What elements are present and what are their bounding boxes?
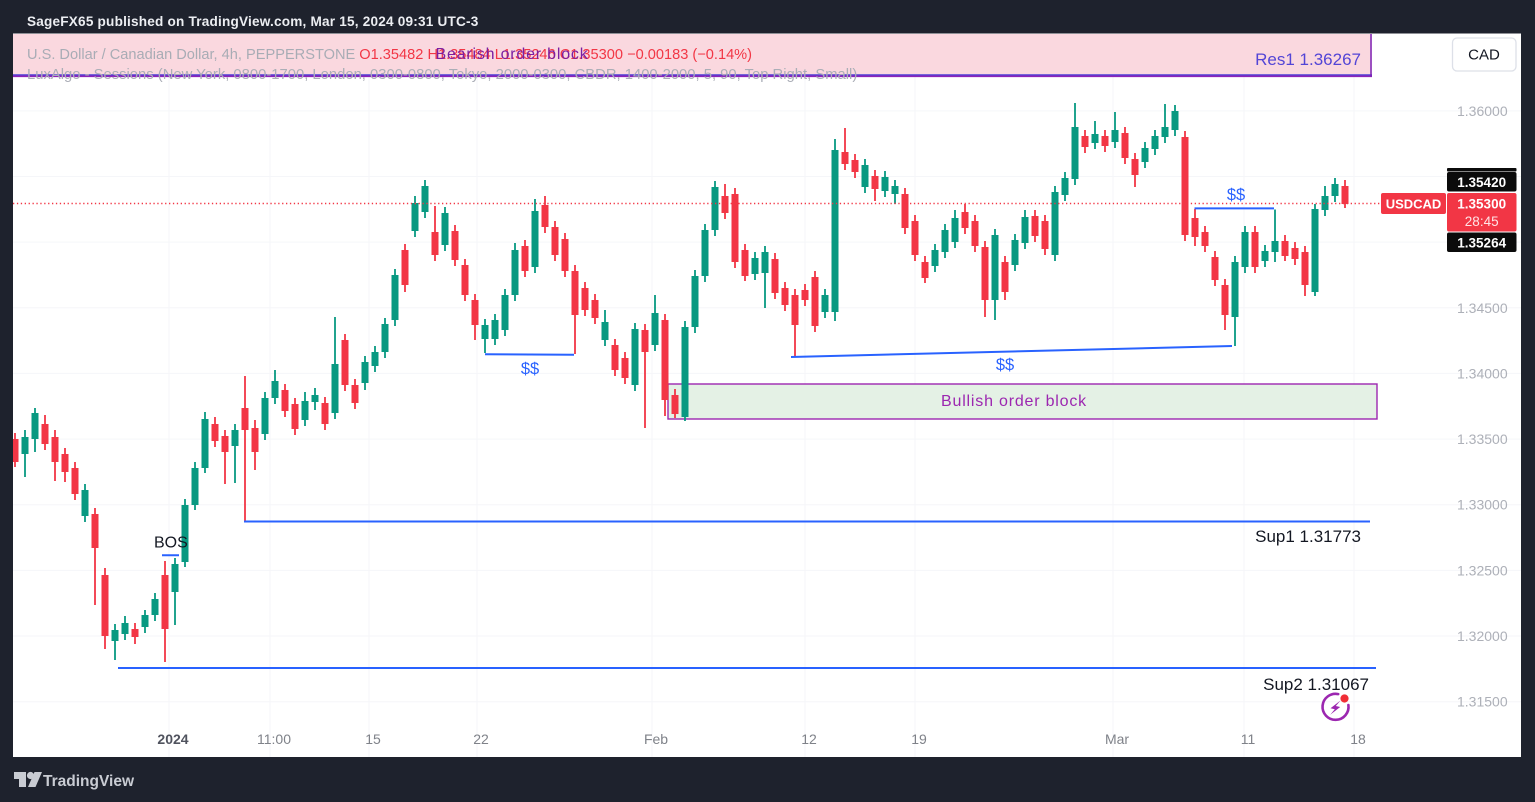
svg-text:1.31500: 1.31500 <box>1457 694 1508 710</box>
svg-text:Mar: Mar <box>1105 731 1129 747</box>
svg-text:$$: $$ <box>996 356 1014 374</box>
svg-text:1.33500: 1.33500 <box>1457 431 1508 447</box>
svg-text:1.34000: 1.34000 <box>1457 365 1508 381</box>
svg-text:28:45: 28:45 <box>1465 214 1499 229</box>
svg-text:1.32000: 1.32000 <box>1457 628 1508 644</box>
svg-text:Bearish order block: Bearish order block <box>435 46 588 63</box>
svg-text:SageFX65 published on TradingV: SageFX65 published on TradingView.com, M… <box>27 14 479 29</box>
svg-text:Sup1 1.31773: Sup1 1.31773 <box>1255 527 1361 546</box>
svg-text:1.33000: 1.33000 <box>1457 497 1508 513</box>
svg-text:USDCAD: USDCAD <box>1386 197 1442 212</box>
svg-text:1.35264: 1.35264 <box>1457 235 1506 250</box>
svg-text:1.36000: 1.36000 <box>1457 103 1508 119</box>
svg-text:12: 12 <box>801 731 817 747</box>
svg-text:1.35300: 1.35300 <box>1457 197 1506 212</box>
svg-text:19: 19 <box>911 731 927 747</box>
svg-text:Sup2 1.31067: Sup2 1.31067 <box>1263 675 1369 694</box>
svg-text:CAD: CAD <box>1468 47 1500 64</box>
svg-text:11: 11 <box>1241 731 1256 747</box>
svg-text:1.32500: 1.32500 <box>1457 562 1508 578</box>
svg-text:11:00: 11:00 <box>257 731 291 747</box>
svg-text:15: 15 <box>365 731 381 747</box>
svg-text:U.S. Dollar / Canadian Dollar,: U.S. Dollar / Canadian Dollar, 4h, PEPPE… <box>27 47 752 63</box>
svg-text:1.35420: 1.35420 <box>1457 175 1506 190</box>
svg-text:22: 22 <box>473 731 489 747</box>
svg-text:TradingView: TradingView <box>43 773 135 790</box>
svg-text:Feb: Feb <box>644 731 668 747</box>
svg-text:LuxAlgo - Sessions (New York,: LuxAlgo - Sessions (New York, 0800-1700,… <box>27 67 857 83</box>
svg-text:Res1 1.36267: Res1 1.36267 <box>1255 50 1361 69</box>
svg-text:18: 18 <box>1350 731 1366 747</box>
svg-text:2024: 2024 <box>157 731 188 747</box>
svg-text:$$: $$ <box>521 360 539 378</box>
svg-text:$$: $$ <box>1227 186 1245 204</box>
svg-text:Bullish order block: Bullish order block <box>941 393 1087 410</box>
svg-text:1.34500: 1.34500 <box>1457 300 1508 316</box>
svg-text:BOS: BOS <box>154 535 188 552</box>
